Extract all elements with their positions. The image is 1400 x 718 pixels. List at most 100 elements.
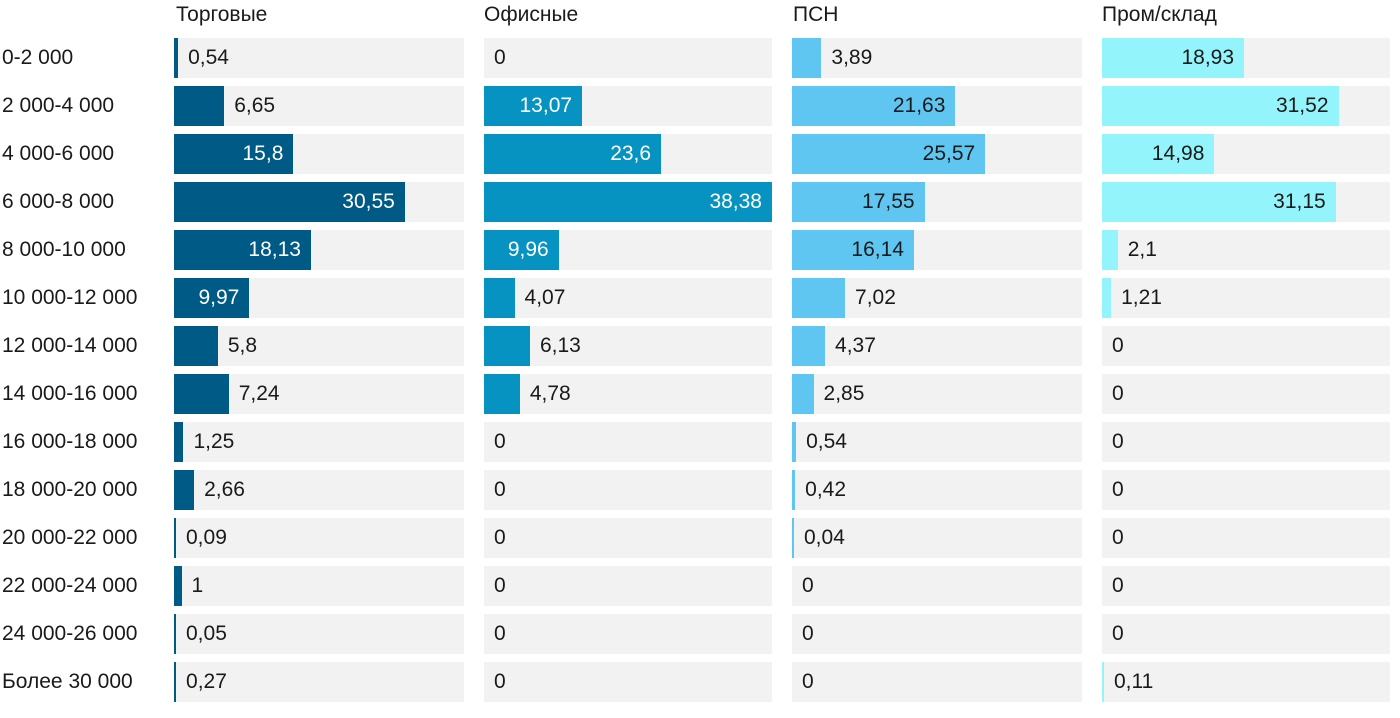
data-label: 3,89 [831,46,873,69]
bar [792,518,794,558]
data-label: 1 [191,574,204,597]
data-label: 25,57 [922,142,976,165]
data-label: 2,66 [204,478,245,501]
panel-title-офисные: Офисные [484,3,579,26]
bar [174,614,176,654]
data-label: 4,78 [529,382,571,405]
bar [1102,662,1104,702]
bar [792,470,796,510]
category-label: 16 000-18 000 [2,430,138,453]
bar-track: 0 [792,566,1082,606]
data-label: 0 [802,574,814,597]
data-label: 0 [494,478,506,501]
data-label: 2,1 [1127,238,1157,261]
data-label: 18,93 [1181,46,1235,69]
data-label: 31,52 [1275,94,1329,117]
data-label: 23,6 [610,142,652,165]
bar [1102,182,1336,222]
bar-track: 9,97 [174,278,464,318]
bar-track: 4,07 [484,278,772,318]
data-label: 0 [494,670,506,693]
data-label: 15,8 [242,142,284,165]
bar-track: 6,13 [484,326,772,366]
category-label: 24 000-26 000 [2,622,138,645]
bar-track: 17,55 [792,182,1082,222]
data-label: 1,25 [193,430,235,453]
category-label: 22 000-24 000 [2,574,138,597]
bar [174,278,250,318]
bar-track: 0,05 [174,614,464,654]
data-label: 0 [1112,574,1124,597]
bar-track: 0 [484,38,772,78]
bar-track: 18,93 [1102,38,1390,78]
data-label: 6,65 [234,94,276,117]
category-label: 8 000-10 000 [2,238,126,261]
data-label: 0,05 [186,622,227,645]
category-label: 12 000-14 000 [2,334,138,357]
data-label: 0 [494,46,506,69]
bar [174,470,195,510]
bar [484,326,530,366]
bar-track: 0 [792,614,1082,654]
bar-track: 0,54 [174,38,464,78]
data-label: 4,07 [524,286,566,309]
bar-track: 31,52 [1102,86,1390,126]
bar-track: 0 [1102,566,1390,606]
bar [1102,38,1245,78]
data-label: 31,15 [1273,190,1326,213]
bar-track: 15,8 [174,134,464,174]
bar-track: 30,55 [174,182,464,222]
bar-track: 5,8 [174,326,464,366]
bar-track: 16,14 [792,230,1082,270]
data-label: 0,09 [186,526,227,549]
category-label: Более 30 000 [2,670,133,693]
category-label: 10 000-12 000 [2,286,138,309]
bar-track: 7,02 [792,278,1082,318]
bar-track: 0 [1102,326,1390,366]
bar-track: 31,15 [1102,182,1390,222]
bar-track: 0 [484,422,772,462]
data-label: 0 [1112,334,1124,357]
data-label: 4,37 [835,334,876,357]
data-label: 0,54 [188,46,229,69]
category-label: 20 000-22 000 [2,526,138,549]
bar-track: 0 [484,566,772,606]
bar [792,278,846,318]
bar-track: 0 [1102,518,1390,558]
bar [1102,86,1339,126]
bar-track: 3,89 [792,38,1082,78]
data-label: 0 [802,622,814,645]
bar [792,86,956,126]
bar [174,86,225,126]
panel-title-псн: ПСН [793,3,839,26]
data-label: 7,02 [855,286,896,309]
bar-track: 0,42 [792,470,1082,510]
bar [484,182,772,222]
category-label: 6 000-8 000 [2,190,115,213]
bar-track: 0,27 [174,662,464,702]
data-label: 0 [494,526,506,549]
bar-track: 1 [174,566,464,606]
data-label: 0 [1112,478,1124,501]
data-label: 17,55 [862,190,915,213]
data-label: 9,97 [198,286,240,309]
bar [174,182,405,222]
data-label: 1,21 [1121,286,1162,309]
bar [1102,134,1215,174]
bar [792,374,814,414]
data-label: 0 [1112,382,1124,405]
bar [484,134,662,174]
data-label: 0,54 [806,430,847,453]
data-label: 0 [494,574,506,597]
bar-track: 1,21 [1102,278,1390,318]
bar-track: 2,66 [174,470,464,510]
bar-track: 0 [792,662,1082,702]
data-label: 6,13 [539,334,581,357]
data-label: 16,14 [851,238,904,261]
panel-title-пром-склад: Пром/склад [1102,3,1217,26]
data-label: 14,98 [1151,142,1205,165]
bar-track: 0 [1102,614,1390,654]
bar-track: 0 [484,470,772,510]
data-label: 0 [494,430,506,453]
